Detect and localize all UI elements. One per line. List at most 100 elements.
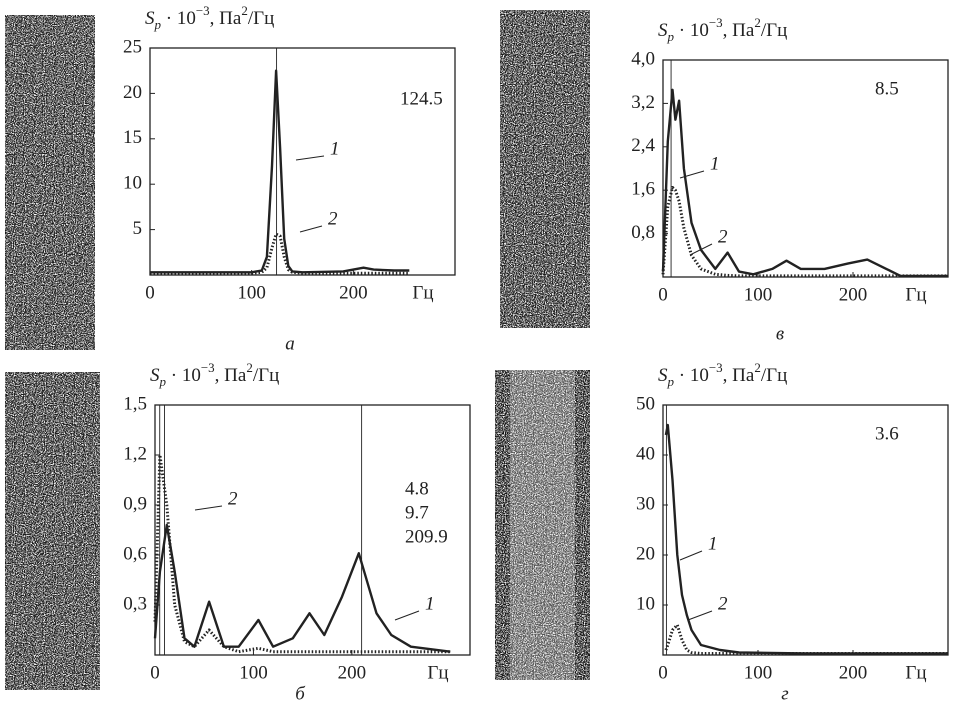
x-tick-label: 100 <box>744 662 773 683</box>
label-leader <box>194 505 223 511</box>
y-tick-label: 3,2 <box>631 92 655 113</box>
y-axis-label-part: −3 <box>201 360 215 375</box>
y-tick-label: 2,4 <box>631 135 655 156</box>
flow-texture <box>5 15 95 350</box>
y-tick-label: 15 <box>123 127 142 148</box>
x-axis-label: Гц <box>905 662 926 683</box>
y-tick-label: 1,2 <box>123 443 147 464</box>
y-axis-label-part: p <box>667 29 675 44</box>
x-tick-label: 200 <box>839 284 868 305</box>
series-label: 1 <box>330 138 340 159</box>
y-axis-label-part: S <box>658 365 668 386</box>
label-leader <box>295 155 325 161</box>
y-axis-label-part: , Па <box>215 365 247 386</box>
series-label: 1 <box>708 533 718 554</box>
y-axis-label: Sp · 10−3, Па2/Гц <box>658 360 787 389</box>
series-line <box>153 523 451 653</box>
series-line <box>661 88 948 278</box>
series-label: 2 <box>328 208 338 229</box>
chart-panel: Sp · 10−3, Па2/Гц0,30,60,91,21,50 100 200 Г… <box>123 360 471 704</box>
y-tick-label: 10 <box>636 593 655 614</box>
y-tick-label: 0,9 <box>123 493 147 514</box>
y-axis-label-part: S <box>150 365 160 386</box>
peak-annotation: 3.6 <box>875 423 899 444</box>
flow-images <box>5 10 590 690</box>
y-axis-label-part: p <box>159 374 167 389</box>
y-axis-label-part: 2 <box>241 3 248 18</box>
y-tick-label: 25 <box>123 36 142 57</box>
y-axis-label: Sp · 10−3, Па2/Гц <box>658 15 787 44</box>
x-axis-label: Гц <box>412 282 433 303</box>
x-tick-label: 0 <box>658 284 668 305</box>
series-label: 2 <box>718 226 728 247</box>
panel-letter: г <box>781 683 788 704</box>
y-axis-label-part: · 10 <box>161 8 196 29</box>
label-leader <box>687 610 713 621</box>
y-tick-label: 40 <box>636 443 655 464</box>
y-tick-label: 4,0 <box>631 48 655 69</box>
label-leader <box>299 225 323 233</box>
flow-texture <box>495 370 590 680</box>
axis-frame <box>149 47 456 276</box>
y-axis-label-part: , Па <box>723 20 755 41</box>
label-leader <box>689 243 713 256</box>
series-label: 2 <box>718 593 728 614</box>
flow-texture <box>500 10 590 328</box>
peak-annotation: 209.9 <box>405 526 448 547</box>
series-label: 1 <box>710 153 720 174</box>
x-tick-label: 200 <box>339 282 368 303</box>
x-axis-label: Гц <box>427 662 448 683</box>
y-axis-label-part: /Гц <box>253 365 279 386</box>
y-axis-label-part: , Па <box>210 8 242 29</box>
label-leader <box>679 550 703 561</box>
label-leader <box>394 610 420 621</box>
series-line <box>150 232 410 275</box>
y-axis-label-part: /Гц <box>761 365 787 386</box>
panel-letter: в <box>776 323 784 344</box>
label-leader <box>679 170 705 179</box>
y-axis-label-part: /Гц <box>761 20 787 41</box>
series-line <box>661 186 948 278</box>
chart-panel: Sp · 10−3, Па2/Гц0,81,62,43,24,00 100 200 Г… <box>631 15 949 344</box>
peak-annotation: 4.8 <box>405 478 429 499</box>
panel-letter: а <box>285 333 295 354</box>
x-tick-label: 0 <box>658 662 668 683</box>
y-axis-label-part: · 10 <box>674 365 709 386</box>
x-tick-label: 100 <box>237 282 266 303</box>
y-axis-label-part: −3 <box>196 3 210 18</box>
axis-frame <box>662 404 949 656</box>
y-tick-label: 0,6 <box>123 543 147 564</box>
y-tick-label: 1,6 <box>631 179 655 200</box>
y-axis-label-part: · 10 <box>166 365 201 386</box>
y-axis-label-part: 2 <box>754 15 761 30</box>
y-tick-label: 0,8 <box>631 222 655 243</box>
axis-frame <box>662 59 949 278</box>
y-tick-label: 50 <box>636 393 655 414</box>
y-axis-label-part: 2 <box>754 360 761 375</box>
series-line <box>150 69 410 274</box>
y-axis-label-part: p <box>667 374 675 389</box>
y-axis-label-part: −3 <box>709 15 723 30</box>
peak-annotation: 124.5 <box>400 88 443 109</box>
x-tick-label: 0 <box>145 282 155 303</box>
series-line <box>664 623 948 655</box>
series-label: 1 <box>425 593 435 614</box>
y-tick-label: 5 <box>133 218 143 239</box>
y-tick-label: 20 <box>636 543 655 564</box>
y-axis-label-part: S <box>658 20 668 41</box>
peak-annotation: 8.5 <box>875 78 899 99</box>
x-tick-label: 100 <box>239 662 268 683</box>
y-tick-label: 10 <box>123 173 142 194</box>
axis-frame <box>154 404 471 656</box>
panel-letter: б <box>295 683 306 704</box>
y-axis-label-part: 2 <box>246 360 253 375</box>
y-tick-label: 30 <box>636 493 655 514</box>
x-axis-label: Гц <box>905 284 926 305</box>
series-label: 2 <box>228 488 238 509</box>
x-tick-label: 200 <box>338 662 367 683</box>
y-axis-label-part: S <box>145 8 155 29</box>
flow-texture <box>5 372 100 690</box>
